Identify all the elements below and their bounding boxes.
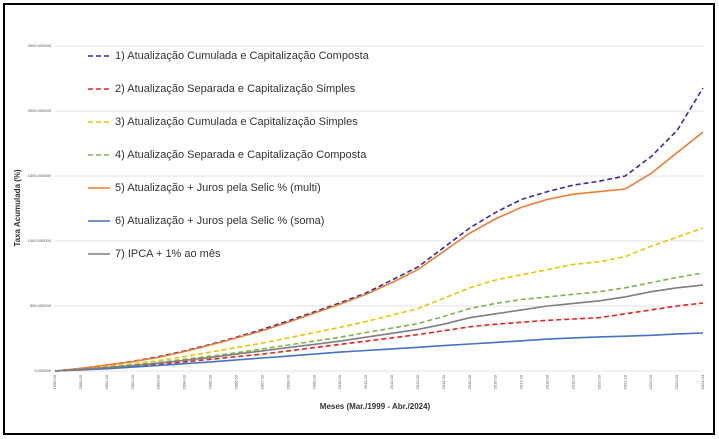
series-line — [54, 284, 704, 372]
frame — [3, 3, 715, 435]
x-tick-label: 2022.03 — [648, 374, 653, 389]
x-tick-label: 2000.03 — [78, 374, 83, 389]
y-tick-label: 1500,000000 — [28, 173, 52, 178]
x-tick-label: 2021.03 — [622, 374, 627, 389]
x-tick-label: 2005.03 — [208, 374, 213, 389]
x-tick-label: 2012.03 — [389, 374, 394, 389]
x-tick-label: 2002.03 — [130, 374, 135, 389]
x-tick-label: 2019.03 — [570, 374, 575, 389]
y-axis-title: Taxa Acumulada (%) — [13, 169, 22, 247]
x-tick-label: 2004.03 — [182, 374, 187, 389]
y-tick-label: 1000,000000 — [28, 238, 52, 243]
x-tick-label: 2011.03 — [363, 374, 368, 389]
legend-label: 1) Atualização Cumulada e Capitalização … — [115, 50, 370, 62]
x-tick-label: 2001.03 — [104, 374, 109, 389]
y-tick-label: 2500,000000 — [28, 43, 52, 48]
x-tick-label: 2017.03 — [519, 374, 524, 389]
x-tick-label: 2016.03 — [493, 374, 498, 389]
x-tick-label: 2020.03 — [596, 374, 601, 389]
x-tick-label: 2006.03 — [234, 374, 239, 389]
x-tick-label: 2015.03 — [467, 374, 472, 389]
x-tick-label: 2007.03 — [259, 374, 264, 389]
legend-label: 7) IPCA + 1% ao mês — [115, 248, 221, 260]
series-line — [54, 131, 704, 372]
x-tick-label: 2013.03 — [415, 374, 420, 389]
legend-label: 6) Atualização + Juros pela Selic % (som… — [115, 215, 324, 227]
x-tick-label: 2003.03 — [156, 374, 161, 389]
series-line — [54, 302, 704, 372]
y-tick-label: 2000,000000 — [28, 108, 52, 113]
x-axis-title: Meses (Mar./1999 - Abr./2024) — [320, 402, 431, 411]
x-tick-label: 2010.03 — [337, 374, 342, 389]
x-tick-label: 2024.04 — [700, 374, 705, 389]
x-tick-label: 2008.03 — [285, 374, 290, 389]
x-tick-label: 2018.03 — [545, 374, 550, 389]
legend-label: 4) Atualização Separada e Capitalização … — [115, 149, 367, 161]
x-tick-label: 1999.03 — [52, 374, 57, 389]
y-tick-label: 500,000000 — [30, 303, 52, 308]
series-line — [54, 332, 704, 372]
y-tick-label: 0,000000 — [34, 368, 51, 373]
x-tick-label: 2014.03 — [441, 374, 446, 389]
legend-label: 5) Atualização + Juros pela Selic % (mul… — [115, 182, 321, 194]
series-line — [54, 227, 704, 372]
series-line — [54, 87, 704, 372]
x-tick-label: 2009.03 — [311, 374, 316, 389]
legend-label: 2) Atualização Separada e Capitalização … — [115, 83, 356, 95]
x-tick-label: 2023.03 — [674, 374, 679, 389]
legend-label: 3) Atualização Cumulada e Capitalização … — [115, 116, 358, 128]
